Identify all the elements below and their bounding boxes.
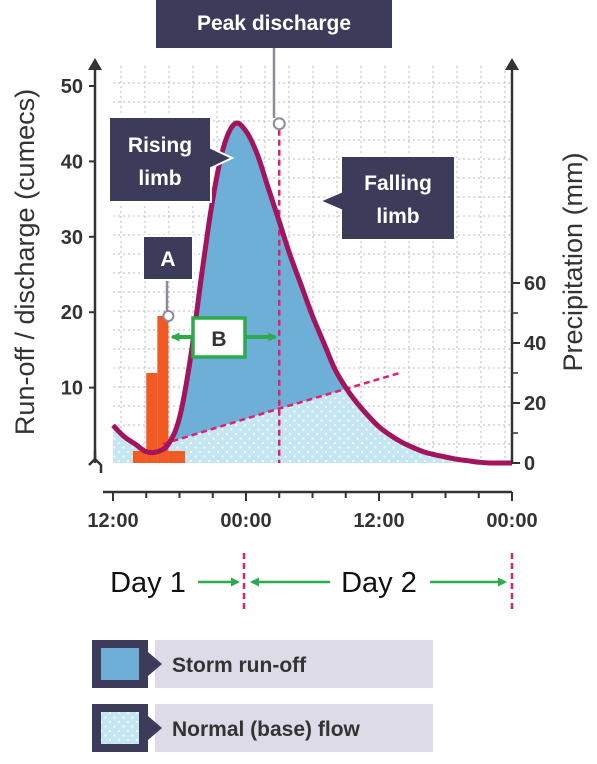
callout-falling-line1: Falling bbox=[364, 172, 432, 195]
y-tick-label: 50 bbox=[61, 76, 83, 98]
callout-a-label: A bbox=[160, 248, 175, 271]
discharge-line bbox=[111, 120, 512, 466]
plot-areas bbox=[113, 123, 512, 463]
day-labels: Day 1 Day 2 bbox=[110, 553, 514, 610]
callout-peak-label: Peak discharge bbox=[197, 12, 351, 35]
y-tick-label: 10 bbox=[61, 378, 83, 400]
x-tick-label: 12:00 bbox=[353, 510, 404, 532]
callout-falling-limb: Falling limb bbox=[317, 155, 456, 241]
axis-ticks: 10 20 30 40 50 0 20 40 60 12:00 00:00 12:00 00:00 bbox=[61, 76, 547, 532]
y-axis-title: Run-off / discharge (cumecs) bbox=[10, 89, 40, 435]
y-tick-label: 30 bbox=[61, 227, 83, 249]
callout-rising-limb: Rising limb bbox=[108, 116, 235, 203]
precip-bar-1 bbox=[132, 451, 147, 463]
line-layer bbox=[111, 120, 512, 466]
axes bbox=[88, 58, 519, 494]
callout-peak: Peak discharge bbox=[156, 0, 392, 131]
storm-runoff-area bbox=[171, 123, 346, 442]
precip-bar-2 bbox=[146, 373, 158, 463]
y2-tick-label: 20 bbox=[524, 393, 546, 415]
legend-item-storm: Storm run-off bbox=[92, 640, 433, 688]
precip-bar-4 bbox=[168, 451, 186, 463]
callout-rising-line2: limb bbox=[138, 167, 181, 190]
baseflow-area bbox=[113, 388, 512, 463]
y-tick-label: 20 bbox=[61, 302, 83, 324]
x-tick-label: 00:00 bbox=[220, 510, 271, 532]
axis-break-mark bbox=[88, 451, 103, 473]
day1-label: Day 1 bbox=[110, 567, 186, 599]
y2-axis-arrowhead bbox=[505, 58, 519, 70]
callout-falling-line2: limb bbox=[376, 205, 419, 228]
callout-a: A bbox=[142, 235, 194, 322]
legend-label-storm: Storm run-off bbox=[172, 654, 307, 677]
legend-item-base: Normal (base) flow bbox=[92, 704, 433, 752]
x-tick-label: 12:00 bbox=[87, 510, 138, 532]
rain-peak-marker bbox=[162, 309, 175, 322]
legend-swatch-base bbox=[101, 712, 139, 744]
precip-bar-3 bbox=[157, 316, 169, 463]
x-tick-label: 00:00 bbox=[486, 510, 537, 532]
lag-label: B bbox=[211, 328, 226, 351]
legend: Storm run-off Normal (base) flow bbox=[92, 640, 433, 752]
lag-label-box bbox=[191, 316, 247, 359]
legend-swatch-storm bbox=[101, 648, 139, 680]
y2-axis-title: Precipitation (mm) bbox=[558, 152, 588, 371]
y-axis-arrowhead bbox=[88, 58, 102, 70]
y2-tick-label: 40 bbox=[524, 333, 546, 355]
y2-tick-label: 0 bbox=[524, 453, 535, 475]
legend-label-base: Normal (base) flow bbox=[172, 718, 361, 741]
baseflow-line bbox=[162, 371, 402, 446]
day2-label: Day 2 bbox=[341, 567, 417, 599]
lag-time-annotation: B bbox=[170, 316, 278, 359]
y2-tick-label: 60 bbox=[524, 273, 546, 295]
precipitation-bars bbox=[132, 316, 186, 463]
callout-rising-line1: Rising bbox=[128, 134, 192, 157]
y-tick-label: 40 bbox=[61, 151, 83, 173]
peak-marker bbox=[272, 117, 286, 131]
